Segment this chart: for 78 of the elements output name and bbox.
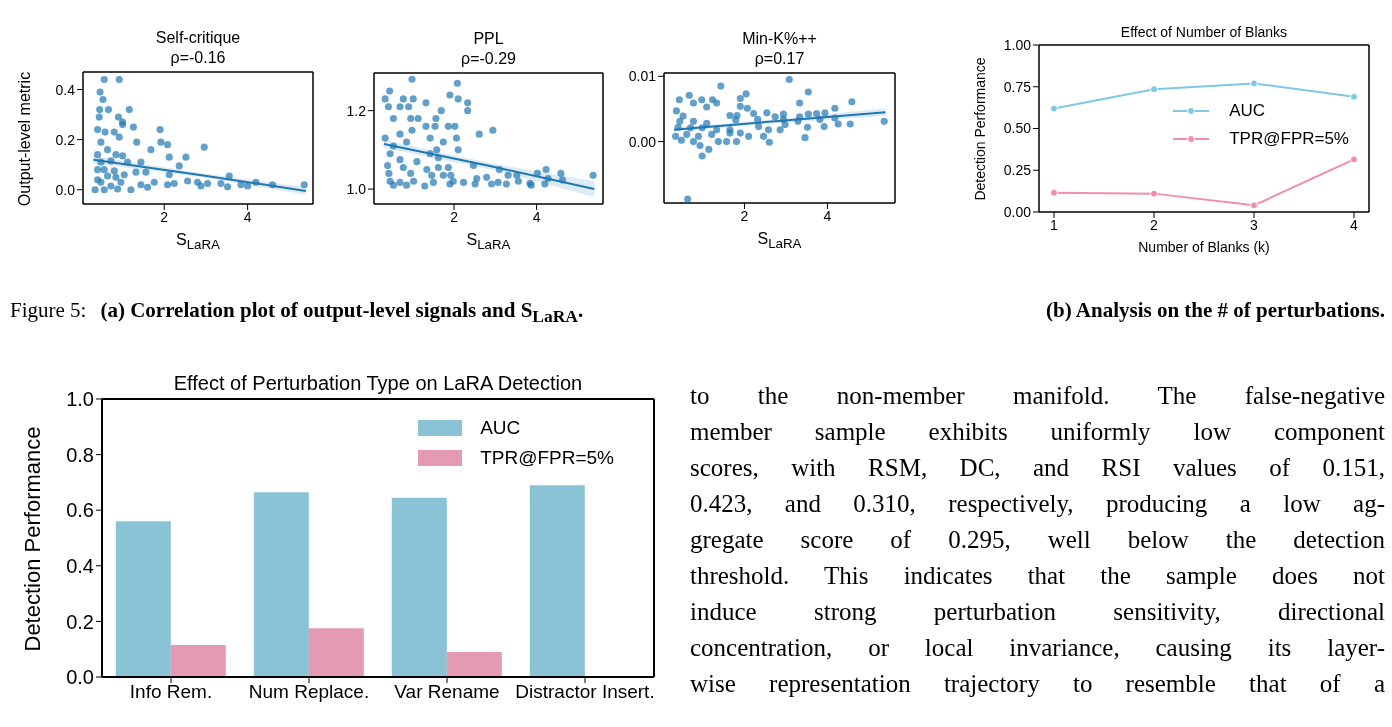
bar [170,645,226,677]
y-tick-label: 0.2 [66,610,94,633]
bar [308,628,364,677]
point [1350,155,1358,164]
y-tick-label: 0.25 [1003,162,1032,179]
point [1250,79,1258,88]
text: wise representation trajectory to resemble that of a [690,670,1385,697]
chart-title: Effect of Perturbation Type on LaRA Detection [173,372,583,394]
y-tick-label: 0.50 [1003,120,1032,137]
x-tick-label: Distractor Insert. [515,681,655,703]
y-tick-label: 0.2 [55,131,76,148]
chart-subtitle: ρ=0.17 [754,50,805,67]
text: (a) Correlation plot of output-level signals and S$_{LaRA}$. [100,298,584,327]
bar [529,485,585,677]
text: induce strong perturbation sensitivity, directional [690,598,1385,625]
chart-subtitle: ρ=-0.29 [461,50,516,67]
chart-title: Self-critique [155,29,241,46]
x-tick-label: 4 [532,208,541,225]
y-tick-label: 1.0 [346,181,367,198]
point [1350,92,1358,101]
y-tick-label: 0.75 [1003,78,1032,95]
x-axis-title: S$_{LaRA}$ [757,230,802,252]
y-tick-label: 0.8 [66,443,94,466]
y-axis-title: Output-level metric [16,71,33,206]
point [1150,189,1158,198]
text: scores, with RSM, DC, and RSI values of 0.151, [690,454,1385,481]
x-tick-label: Var Rename [394,681,500,703]
x-tick-label: 2 [1150,216,1159,233]
y-tick-label: 0.0 [55,181,76,198]
y-tick-label: 0.01 [628,68,657,85]
y-tick-label: 0.00 [1003,203,1032,220]
y-tick-label: 1.00 [1003,36,1032,53]
x-tick-label: Info Rem. [129,681,213,703]
y-tick-label: 0.00 [628,133,657,150]
text: threshold. This indicates that the sample does not [690,562,1385,589]
chart-title: Effect of Number of Blanks [1120,24,1288,40]
x-axis-title: S$_{LaRA}$ [466,231,511,253]
x-tick-label: Num Replace. [248,681,370,703]
y-tick-label: 1.2 [346,102,367,119]
y-axis-title: Detection Performance [20,426,45,651]
chart-title: Min-K%++ [742,30,817,47]
y-tick-label: 1.0 [66,388,94,411]
y-tick-label: 0.6 [66,499,94,522]
bar [253,492,309,677]
x-axis-title: S$_{LaRA}$ [175,231,220,253]
point [1150,85,1158,94]
text: gregate score of 0.295, well below the detection [690,526,1385,553]
y-axis-title: Detection Performance [972,57,988,201]
legend-label: TPR@FPR=5% [1229,129,1349,149]
x-tick-label: 1 [1050,216,1059,233]
bar [446,651,502,677]
x-axis-title: Number of Blanks (k) [1138,239,1270,255]
legend-label: TPR@FPR=5% [480,447,614,469]
text: (b) Analysis on the # of perturbations. [1046,298,1385,322]
x-tick-label: 2 [160,208,169,225]
x-tick-label: 4 [243,208,252,225]
point [1050,188,1058,197]
text: concentration, or local invariance, causing its layer- [690,634,1385,661]
x-tick-label: 3 [1250,216,1259,233]
point [1250,201,1258,210]
legend-label: AUC [480,417,521,439]
x-tick-label: 2 [450,208,459,225]
chart-subtitle: ρ=-0.16 [170,49,226,66]
x-tick-label: 4 [823,207,832,224]
y-tick-label: 0.0 [66,666,94,689]
text: 0.423, and 0.310, respectively, producing a low ag- [690,490,1385,517]
bar [115,521,171,677]
bar [391,497,447,677]
legend-label: AUC [1229,101,1266,121]
text: member sample exhibits uniformly low component [690,418,1385,445]
text: to the non-member manifold. The false-negative [690,382,1385,409]
point [1050,104,1058,113]
y-tick-label: 0.4 [55,81,76,98]
y-tick-label: 0.4 [66,554,94,577]
caption: Figure 5: [10,298,87,322]
x-tick-label: 2 [740,207,749,224]
chart-title: PPL [473,30,504,47]
x-tick-label: 4 [1350,216,1359,233]
